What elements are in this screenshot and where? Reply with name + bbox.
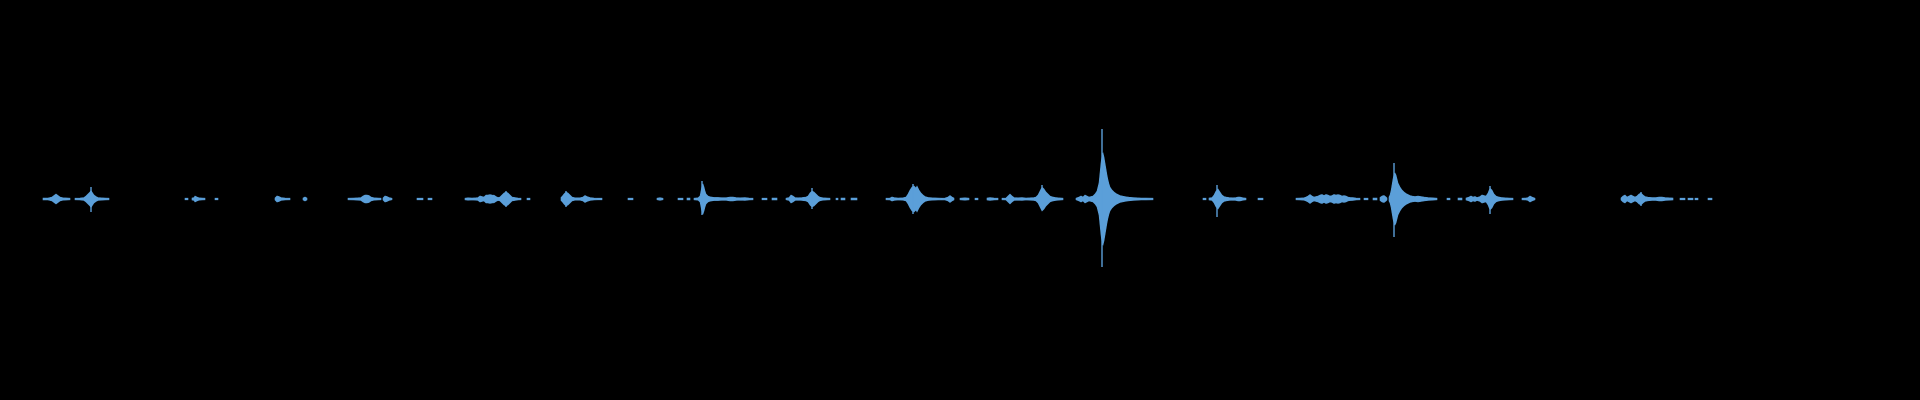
waveform-segment [42, 193, 71, 205]
waveform-segment [771, 197, 778, 201]
waveform-segment [560, 191, 603, 207]
waveform-segment [1372, 197, 1378, 201]
waveform-segment [627, 197, 634, 201]
waveform-segment [835, 197, 839, 201]
waveform-segment [850, 197, 858, 201]
waveform-segment [382, 195, 393, 203]
waveform-segment [785, 190, 831, 208]
waveform-segment [1202, 197, 1207, 201]
waveform-segment [1388, 172, 1438, 226]
waveform-segment [677, 197, 684, 201]
waveform-segment [1457, 197, 1463, 201]
waveform-segment [184, 197, 189, 201]
waveform-segment [693, 183, 754, 215]
waveform-segment [1521, 195, 1536, 203]
waveform-segment [1363, 197, 1369, 201]
waveform-segment [840, 197, 846, 201]
waveform-segment [464, 191, 522, 207]
waveform-segment [191, 195, 206, 203]
waveform-segment [1620, 192, 1674, 206]
waveform-segment [986, 197, 999, 201]
waveform-segment [959, 197, 970, 201]
waveform-segment [1208, 188, 1247, 210]
waveform-segment [1707, 197, 1713, 201]
waveform-segment [1446, 197, 1451, 201]
waveform-segment [74, 189, 110, 209]
waveform-segment [1679, 197, 1686, 201]
waveform-segment [347, 194, 382, 204]
waveform-segment [1379, 195, 1388, 203]
waveform-segment [1257, 197, 1264, 201]
waveform-segment [761, 197, 768, 201]
waveform-segment [416, 197, 424, 201]
waveform-segment [1075, 152, 1154, 246]
waveform-segment [427, 197, 433, 201]
waveform-segment [302, 196, 308, 202]
waveform-segment [214, 197, 219, 201]
waveform-segment [1001, 186, 1064, 212]
waveform-segment [974, 197, 979, 201]
waveform-segment [1295, 194, 1361, 204]
waveform-segment [526, 197, 531, 201]
waveform-segment [1687, 197, 1694, 201]
waveform-segment [656, 197, 664, 201]
waveform-segment [1694, 197, 1699, 201]
waveform-segment [686, 197, 691, 201]
waveform-segment [274, 195, 291, 203]
waveform-segment [885, 185, 955, 213]
